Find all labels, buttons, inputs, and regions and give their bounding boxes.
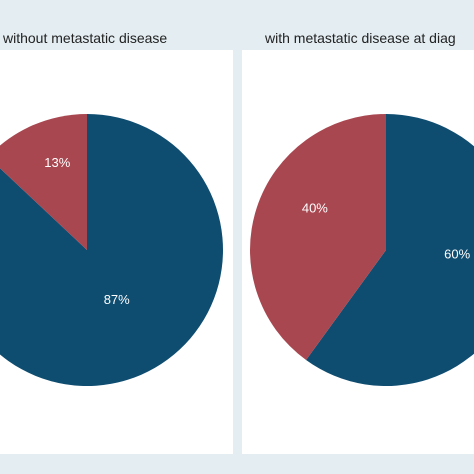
right-pie-label-1: 40%	[302, 200, 328, 215]
left-pie-title: without metastatic disease	[3, 30, 168, 46]
left-pie-slice-1	[0, 114, 87, 250]
left-pie-label-0: 87%	[104, 292, 130, 307]
right-pie-title: with metastatic disease at diag	[265, 30, 456, 46]
right-pie-slice-0	[306, 114, 474, 386]
left-pie-slice-0	[0, 114, 223, 386]
right-pie-label-0: 60%	[444, 247, 470, 262]
left-panel-header	[0, 28, 233, 52]
right-panel-header	[242, 28, 474, 52]
right-pie-slice-1	[250, 114, 386, 361]
left-pie-label-1: 13%	[44, 155, 70, 170]
